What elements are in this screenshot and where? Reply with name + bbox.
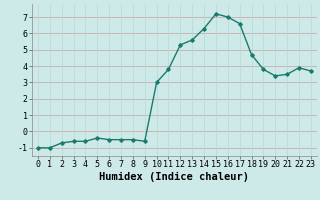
X-axis label: Humidex (Indice chaleur): Humidex (Indice chaleur) <box>100 172 249 182</box>
